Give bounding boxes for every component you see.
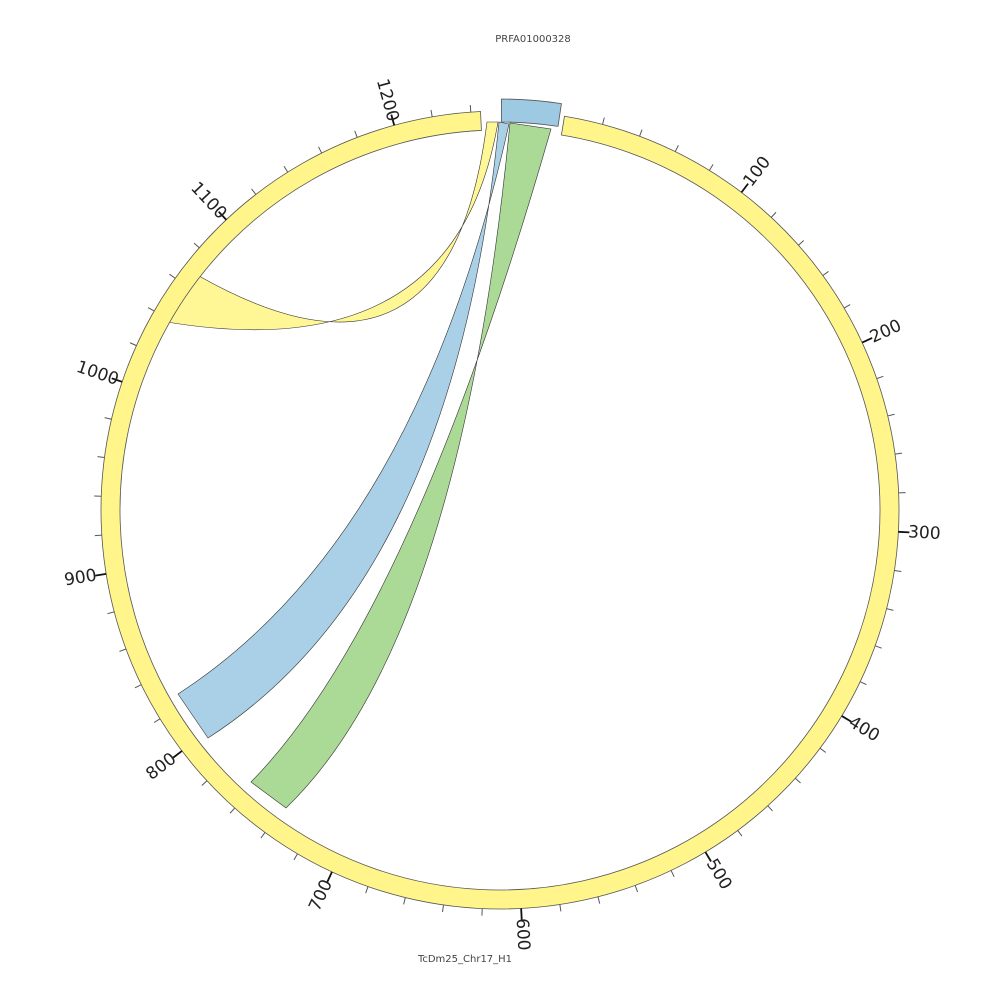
minor-tick	[819, 747, 826, 753]
minor-tick	[193, 242, 200, 249]
minor-tick	[876, 375, 884, 380]
major-tick	[390, 114, 396, 126]
major-tick	[898, 530, 910, 534]
minor-tick	[97, 456, 105, 458]
major-tick	[861, 337, 873, 344]
major-tick	[520, 908, 523, 920]
tick-label: 400	[845, 712, 883, 746]
sequence-label-small: PRFA01000328	[495, 34, 571, 45]
sequence-arc-small	[500, 98, 562, 127]
minor-tick	[129, 342, 137, 347]
tick-label: 800	[142, 749, 180, 785]
minor-tick	[107, 611, 115, 615]
ideogram-ring	[100, 98, 900, 910]
major-tick	[704, 851, 712, 862]
major-tick	[740, 183, 749, 193]
minor-tick	[639, 129, 643, 137]
minor-tick	[147, 307, 155, 312]
major-tick	[326, 871, 333, 883]
minor-tick	[875, 645, 882, 649]
minor-tick	[708, 164, 714, 171]
minor-tick	[859, 681, 867, 686]
minor-tick	[134, 684, 142, 689]
minor-tick	[469, 105, 472, 113]
major-tick	[111, 377, 123, 383]
minor-tick	[670, 870, 675, 877]
minor-tick	[119, 648, 127, 652]
minor-tick	[674, 145, 679, 152]
major-tick	[95, 572, 107, 577]
minor-tick	[354, 130, 358, 138]
sequence-label-large: TcDm25_Chr17_H1	[417, 954, 512, 965]
minor-tick	[293, 853, 298, 861]
minor-tick	[229, 807, 236, 814]
major-tick	[218, 211, 227, 221]
minor-tick	[634, 885, 639, 893]
minor-tick	[602, 117, 605, 125]
blue-link	[177, 121, 510, 739]
minor-tick	[430, 109, 433, 117]
tick-label: 500	[702, 855, 736, 893]
minor-tick	[737, 830, 743, 837]
tick-label: 900	[63, 566, 98, 591]
minor-tick	[201, 780, 208, 786]
minor-tick	[403, 897, 406, 905]
minor-tick	[251, 188, 257, 195]
minor-tick	[794, 777, 801, 784]
minor-tick	[895, 452, 903, 455]
minor-tick	[822, 271, 829, 276]
green-link	[250, 122, 552, 809]
minor-tick	[894, 569, 902, 573]
major-tick	[172, 750, 183, 759]
tick-label: 100	[739, 153, 775, 191]
minor-tick	[767, 805, 773, 812]
minor-tick	[597, 896, 601, 904]
tick-label: 200	[867, 316, 905, 348]
minor-tick	[442, 904, 444, 912]
sequence-arc-large	[100, 111, 900, 910]
minor-tick	[104, 417, 112, 420]
minor-tick	[887, 413, 895, 417]
minor-tick	[886, 608, 894, 611]
links-layer	[166, 121, 552, 809]
tick-label: 600	[512, 918, 534, 951]
tick-label: 300	[908, 522, 941, 544]
minor-tick	[283, 165, 289, 173]
tick-label: 1200	[372, 77, 403, 124]
minor-tick	[318, 146, 323, 154]
minor-tick	[153, 718, 161, 723]
tick-label: 1000	[74, 357, 121, 390]
minor-tick	[169, 273, 176, 279]
major-tick	[841, 715, 852, 723]
minor-tick	[798, 240, 805, 246]
minor-tick	[260, 832, 266, 839]
minor-tick	[843, 304, 851, 309]
minor-tick	[559, 904, 562, 912]
minor-tick	[770, 211, 777, 218]
tick-label: 700	[305, 877, 337, 915]
minor-tick	[365, 886, 369, 894]
